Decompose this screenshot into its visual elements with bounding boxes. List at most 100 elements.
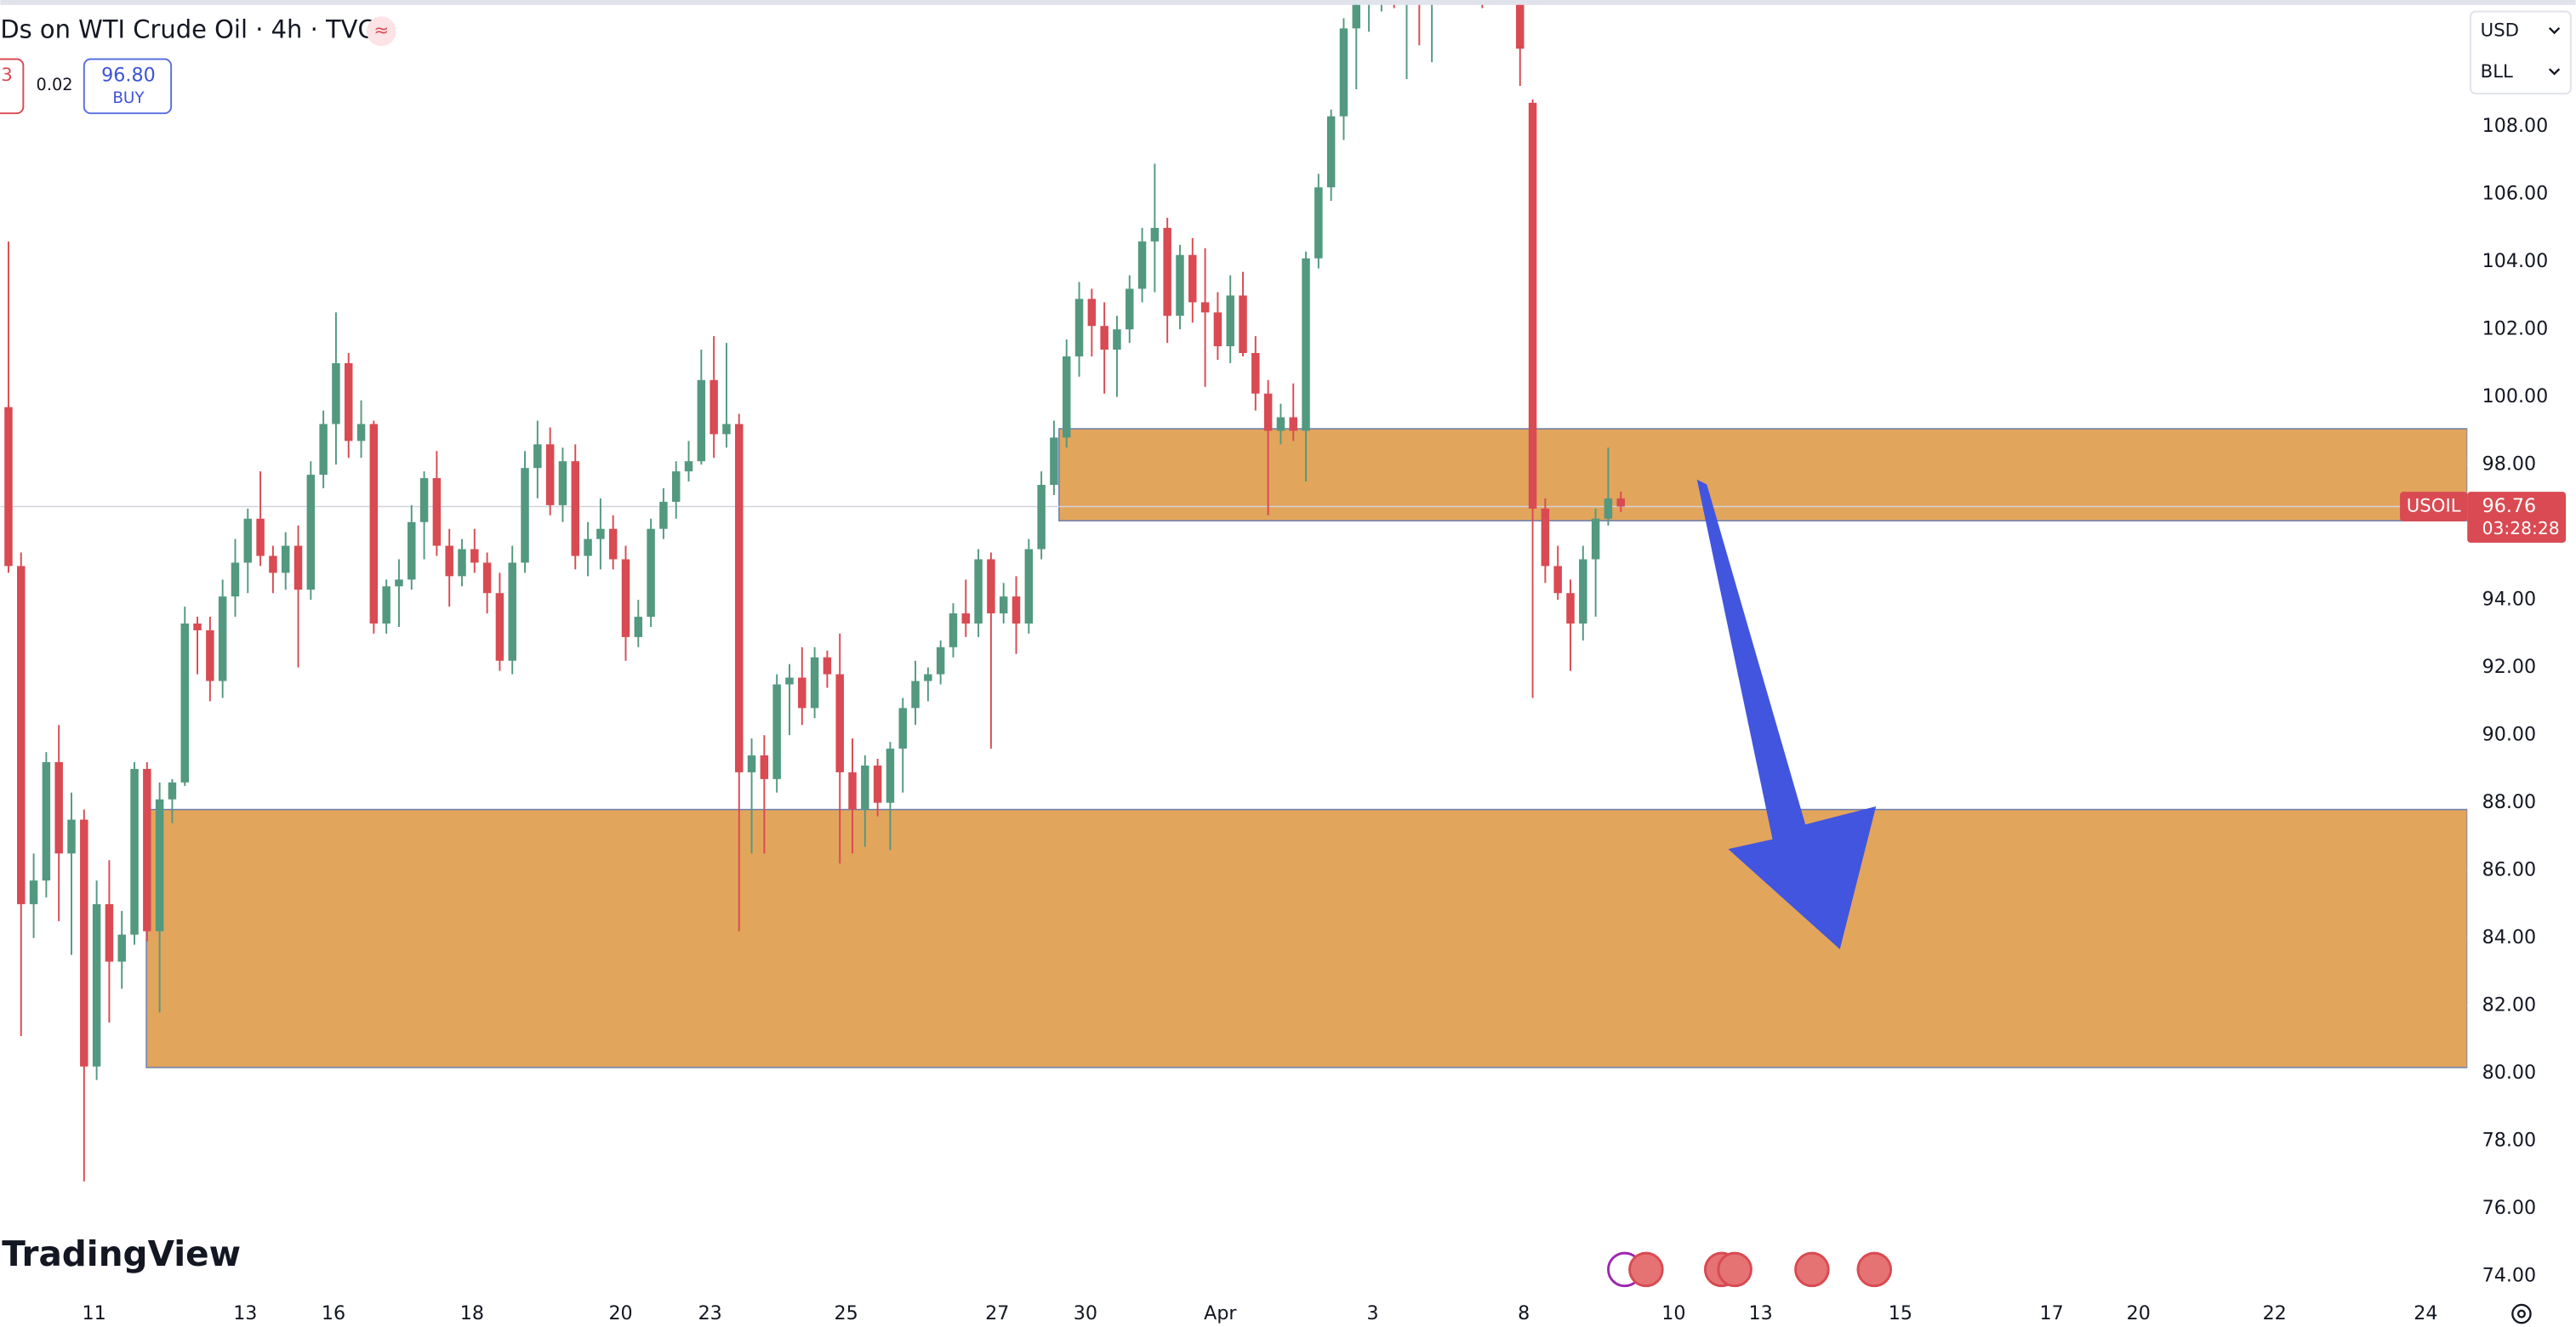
x-tick-label: 16 (322, 1302, 345, 1324)
y-tick-label: 80.00 (2482, 1062, 2537, 1084)
candle-body (231, 562, 240, 597)
unit-selector (2470, 10, 2572, 95)
candle-body (999, 596, 1008, 614)
y-tick-label: 88.00 (2482, 791, 2537, 813)
plot-area (0, 4, 2468, 1182)
candle-body (1200, 302, 1210, 313)
candle-body (684, 461, 693, 472)
candle-body (1024, 549, 1034, 624)
x-tick-label: 10 (1661, 1302, 1685, 1324)
candle-body (608, 528, 618, 560)
candle-body (206, 629, 214, 681)
candle-body (1062, 356, 1071, 438)
candle-body (1314, 187, 1323, 259)
y-tick-label: 92.00 (2482, 656, 2537, 678)
candle-body (710, 379, 718, 435)
candle-body (319, 424, 328, 476)
candle-body (105, 903, 114, 962)
candle-body (294, 545, 303, 590)
currency[interactable]: USD (2481, 20, 2519, 42)
top-border (0, 0, 2576, 5)
candle-body (848, 772, 857, 810)
candle-body (621, 559, 630, 637)
symbol-tag (2400, 492, 2468, 521)
candle-body (1137, 241, 1147, 289)
candle-body (961, 613, 971, 624)
chart-title: Ds on WTI Crude Oil · 4h · TVC (0, 15, 374, 44)
candle-body (130, 768, 139, 935)
x-tick-label: 18 (460, 1302, 484, 1324)
candle-body (760, 755, 769, 779)
candle-body (1541, 508, 1550, 567)
x-tick-label: 22 (2263, 1302, 2287, 1324)
candle-body (810, 657, 819, 709)
candle-body (432, 478, 442, 546)
candle-body (861, 765, 869, 810)
candle-body (29, 880, 38, 904)
candle-body (1553, 566, 1562, 594)
x-tick-label: Apr (1204, 1302, 1237, 1324)
candle-body (1616, 498, 1625, 507)
candle-body (659, 501, 668, 529)
last-price: 96.76 (2482, 495, 2537, 517)
candle-body (1528, 102, 1537, 509)
buy-price: 96.80 (101, 64, 156, 86)
x-tick-label: 13 (233, 1302, 257, 1324)
candle-body (80, 819, 88, 1067)
candle-body (521, 468, 529, 563)
y-tick-label: 102.00 (2482, 318, 2549, 340)
candle-body (533, 444, 542, 469)
candle-body (798, 677, 806, 709)
event-icons (1607, 1251, 1893, 1288)
countdown: 03:28:28 (2482, 518, 2560, 538)
x-tick-label: 20 (608, 1302, 632, 1324)
symbol-label: USOIL (2407, 495, 2461, 516)
status-icon-glyph: ≈ (373, 20, 389, 42)
candle-body (470, 549, 479, 563)
candle-body (949, 613, 958, 647)
y-tick-label: 104.00 (2482, 250, 2549, 272)
candle-body (1579, 559, 1587, 624)
y-tick-label: 98.00 (2482, 453, 2537, 476)
candle-body (482, 562, 492, 594)
candle-body (987, 559, 995, 614)
candle-body (558, 461, 567, 505)
x-tick-label: 27 (985, 1302, 1009, 1324)
buy-button[interactable] (83, 58, 173, 115)
status-icon (366, 16, 396, 47)
candle-body (596, 528, 605, 539)
candle-body (419, 478, 429, 522)
candle-body (155, 799, 164, 931)
x-tick-label: 30 (1074, 1302, 1097, 1324)
candle-body (584, 538, 592, 556)
candle-body (772, 684, 781, 779)
axes: 74.00 76.00 78.00 80.00 82.00 84.00 86.00 88.00… (83, 115, 2567, 1324)
candle-body (924, 674, 932, 681)
candle-body (671, 471, 681, 502)
candle-body (218, 596, 227, 681)
x-tick-label: 23 (698, 1302, 722, 1324)
candle-body (785, 677, 794, 685)
x-tick-label: 11 (83, 1302, 106, 1324)
candle-body (886, 749, 895, 803)
sell-button[interactable] (0, 58, 25, 115)
x-tick-label: 13 (1748, 1302, 1772, 1324)
candle-body (1289, 417, 1297, 431)
candle-body (697, 379, 706, 462)
candle-body (1074, 299, 1084, 356)
unit[interactable]: BLL (2481, 61, 2513, 83)
spread: 0.02 (37, 75, 73, 94)
candle-body (17, 566, 26, 904)
candle-body (1339, 28, 1348, 117)
candle-body (382, 586, 390, 624)
candle-body (117, 934, 126, 962)
candle-body (243, 518, 253, 563)
candle-body (545, 444, 555, 505)
settings-icon[interactable] (2511, 1303, 2532, 1324)
x-tick-label: 25 (834, 1302, 858, 1324)
y-tick-label: 100.00 (2482, 385, 2549, 407)
candle-body (1591, 518, 1600, 560)
